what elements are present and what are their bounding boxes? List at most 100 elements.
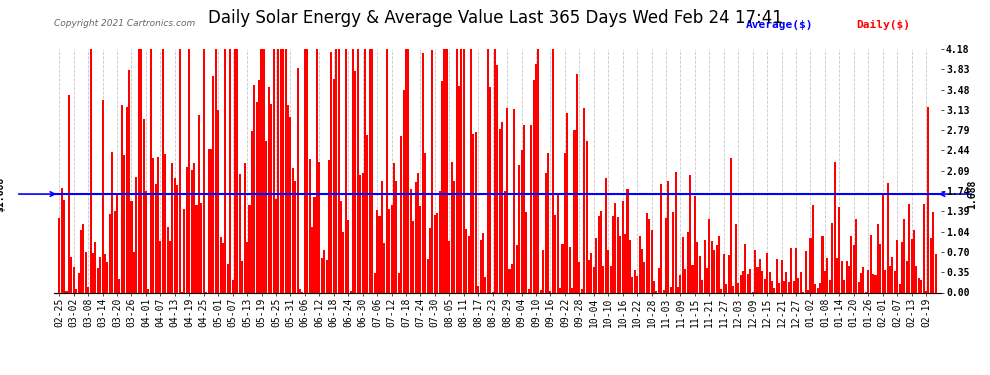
Bar <box>723 254 725 292</box>
Bar <box>670 287 672 292</box>
Bar <box>361 173 363 292</box>
Bar <box>217 110 219 292</box>
Bar <box>925 291 927 292</box>
Bar <box>354 71 356 292</box>
Bar <box>371 49 373 292</box>
Bar <box>526 212 528 292</box>
Bar <box>422 53 424 292</box>
Bar <box>571 288 573 292</box>
Bar <box>174 178 176 292</box>
Bar <box>215 49 217 292</box>
Bar <box>364 49 366 292</box>
Bar <box>535 64 537 292</box>
Bar <box>247 242 248 292</box>
Text: Copyright 2021 Cartronics.com: Copyright 2021 Cartronics.com <box>54 20 196 28</box>
Bar <box>836 258 838 292</box>
Bar <box>516 244 518 292</box>
Bar <box>176 184 178 292</box>
Bar <box>756 267 758 292</box>
Bar <box>161 49 163 292</box>
Bar <box>494 49 496 292</box>
Bar <box>771 280 773 292</box>
Bar <box>220 237 222 292</box>
Bar <box>568 247 570 292</box>
Bar <box>684 269 686 292</box>
Bar <box>244 163 246 292</box>
Bar <box>415 182 417 292</box>
Bar <box>77 273 79 292</box>
Bar <box>797 278 800 292</box>
Bar <box>255 102 257 292</box>
Bar <box>304 49 306 292</box>
Bar <box>884 270 886 292</box>
Bar <box>250 131 252 292</box>
Bar <box>381 181 383 292</box>
Bar <box>860 273 862 292</box>
Bar <box>644 262 645 292</box>
Bar <box>761 271 763 292</box>
Bar <box>230 49 232 292</box>
Bar <box>489 87 491 292</box>
Bar <box>455 49 457 292</box>
Bar <box>511 264 513 292</box>
Bar <box>834 162 836 292</box>
Bar <box>617 217 619 292</box>
Bar <box>573 130 575 292</box>
Bar <box>923 204 925 292</box>
Bar <box>119 279 121 292</box>
Bar <box>928 106 930 292</box>
Bar <box>778 283 780 292</box>
Bar <box>149 49 151 292</box>
Bar <box>75 289 77 292</box>
Bar <box>94 242 96 292</box>
Bar <box>133 252 135 292</box>
Bar <box>475 132 477 292</box>
Bar <box>533 80 535 292</box>
Bar <box>275 199 277 292</box>
Bar <box>412 220 414 292</box>
Bar <box>145 190 147 292</box>
Bar <box>650 230 652 292</box>
Bar <box>386 49 388 292</box>
Bar <box>316 49 318 292</box>
Bar <box>795 248 797 292</box>
Bar <box>930 238 932 292</box>
Bar <box>886 183 889 292</box>
Bar <box>559 288 561 292</box>
Bar <box>258 80 260 292</box>
Bar <box>131 201 133 292</box>
Bar <box>232 280 234 292</box>
Bar <box>653 281 655 292</box>
Bar <box>829 280 831 292</box>
Bar <box>634 270 636 292</box>
Bar <box>585 141 588 292</box>
Bar <box>417 173 419 292</box>
Bar <box>92 253 94 292</box>
Bar <box>735 224 737 292</box>
Bar <box>82 224 84 292</box>
Bar <box>708 219 711 292</box>
Bar <box>896 240 898 292</box>
Bar <box>136 177 138 292</box>
Bar <box>776 260 778 292</box>
Bar <box>222 243 224 292</box>
Bar <box>730 158 732 292</box>
Bar <box>282 49 284 292</box>
Bar <box>874 274 876 292</box>
Bar <box>665 217 667 292</box>
Bar <box>465 229 467 292</box>
Bar <box>780 260 783 292</box>
Bar <box>102 100 104 292</box>
Bar <box>549 291 551 292</box>
Bar <box>429 228 431 292</box>
Bar <box>63 200 65 292</box>
Bar <box>116 192 118 292</box>
Bar <box>128 70 130 292</box>
Bar <box>632 277 634 292</box>
Bar <box>106 262 109 292</box>
Bar <box>793 281 795 292</box>
Bar <box>607 251 609 292</box>
Bar <box>496 65 499 292</box>
Bar <box>80 230 82 292</box>
Bar <box>564 153 566 292</box>
